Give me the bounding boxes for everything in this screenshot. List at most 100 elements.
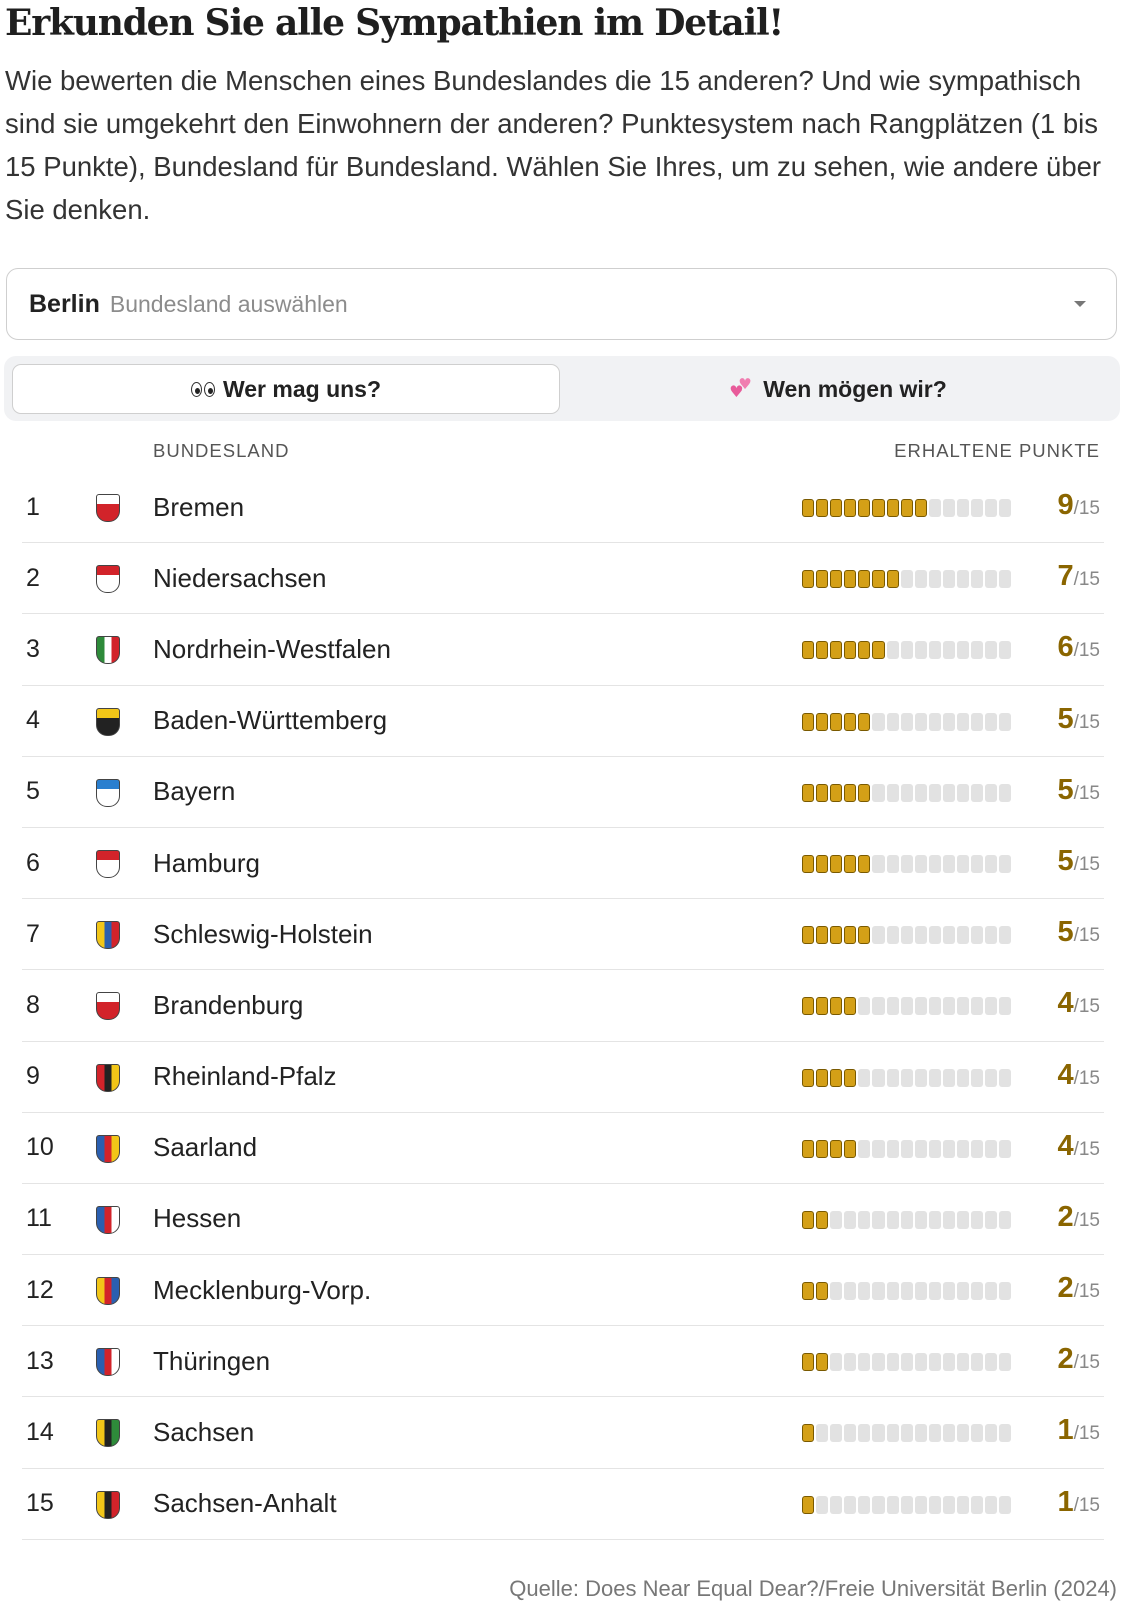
point-empty: [971, 1424, 984, 1443]
point-empty: [957, 997, 970, 1016]
points-value: 7: [1057, 560, 1074, 593]
point-empty: [914, 1495, 927, 1514]
point-empty: [844, 1282, 857, 1301]
intro-text: Wie bewerten die Menschen eines Bundesla…: [5, 65, 1102, 225]
points-value: 5: [1057, 773, 1074, 806]
point-filled: [872, 641, 885, 660]
point-empty: [816, 1424, 829, 1443]
point-empty: [872, 1210, 885, 1229]
table-row: 2 Niedersachsen 7/15: [22, 543, 1104, 615]
point-empty: [900, 1353, 913, 1372]
points-denominator: /15: [1073, 498, 1100, 519]
point-empty: [886, 1424, 899, 1443]
tab-wen-moegen-wir[interactable]: ♥ ♥ Wen mögen wir?: [564, 364, 1112, 414]
points-bar: [802, 1424, 1012, 1443]
points-denominator: /15: [1073, 853, 1100, 875]
point-empty: [900, 712, 913, 731]
point-filled: [816, 783, 829, 802]
row-rank: 14: [26, 1418, 54, 1447]
point-empty: [872, 997, 885, 1016]
point-filled: [858, 570, 871, 589]
state-name: Hessen: [153, 1203, 242, 1234]
select-placeholder: Bundesland auswählen: [109, 290, 348, 317]
point-empty: [928, 1353, 941, 1372]
point-filled: [802, 854, 815, 873]
point-filled: [844, 926, 857, 945]
point-empty: [942, 926, 956, 945]
bayern-crest-icon: [96, 778, 120, 807]
points-denominator: /15: [1073, 1494, 1100, 1516]
point-empty: [928, 1424, 941, 1443]
row-rank: 1: [26, 492, 40, 521]
state-name: Brandenburg: [153, 989, 304, 1020]
point-empty: [957, 712, 970, 731]
tab-label: Wer mag uns?: [222, 375, 382, 402]
points-score: 2/15: [1057, 1343, 1100, 1376]
point-empty: [985, 926, 998, 945]
point-empty: [858, 1495, 871, 1514]
point-empty: [985, 641, 998, 660]
row-rank: 8: [26, 990, 40, 1019]
point-filled: [816, 926, 829, 945]
row-rank: 9: [26, 1062, 40, 1091]
point-empty: [900, 1424, 913, 1443]
table-row: 9 Rheinland-Pfalz 4/15: [22, 1042, 1104, 1113]
points-value: 6: [1057, 631, 1074, 664]
state-name: Mecklenburg-Vorp.: [153, 1274, 372, 1305]
point-empty: [985, 1210, 998, 1229]
points-value: 1: [1057, 1485, 1074, 1518]
point-empty: [957, 926, 970, 945]
points-denominator: /15: [1073, 996, 1100, 1018]
point-filled: [844, 997, 857, 1016]
point-filled: [830, 997, 843, 1016]
state-name: Schleswig-Holstein: [153, 918, 373, 949]
point-filled: [844, 854, 857, 873]
point-empty: [858, 1424, 871, 1443]
point-filled: [830, 499, 843, 517]
point-filled: [816, 1282, 829, 1301]
point-empty: [942, 499, 956, 517]
point-filled: [844, 641, 857, 660]
point-empty: [971, 1282, 984, 1301]
points-score: 9/15: [1057, 489, 1100, 522]
point-empty: [985, 1068, 998, 1087]
points-value: 2: [1057, 1343, 1074, 1376]
point-empty: [914, 712, 927, 731]
point-filled: [816, 499, 829, 517]
point-filled: [844, 1139, 857, 1158]
chevron-down-icon[interactable]: [1074, 301, 1086, 307]
point-empty: [844, 1210, 857, 1229]
point-empty: [900, 1282, 913, 1301]
tab-wer-mag-uns[interactable]: Wer mag uns?: [12, 364, 560, 414]
point-empty: [985, 783, 998, 802]
point-empty: [971, 712, 984, 731]
point-empty: [957, 1353, 970, 1372]
state-name: Niedersachsen: [153, 562, 327, 593]
point-empty: [957, 1139, 970, 1158]
point-filled: [816, 1068, 829, 1087]
point-filled: [802, 1210, 815, 1229]
point-filled: [802, 783, 815, 802]
point-filled: [844, 499, 857, 517]
state-select[interactable]: Berlin Bundesland auswählen: [6, 268, 1117, 340]
table-row: 7 Schleswig-Holstein 5/15: [22, 899, 1104, 971]
point-filled: [816, 997, 829, 1016]
rheinland-pfalz-crest-icon: [96, 1063, 120, 1092]
point-empty: [928, 926, 941, 945]
point-empty: [942, 1139, 956, 1158]
table-row: 6 Hamburg 5/15: [22, 828, 1104, 900]
point-empty: [914, 1424, 927, 1443]
row-rank: 3: [26, 634, 40, 663]
point-filled: [858, 926, 871, 945]
point-empty: [886, 712, 899, 731]
state-name: Bremen: [153, 491, 245, 522]
point-filled: [844, 570, 857, 589]
hessen-crest-icon: [96, 1205, 120, 1234]
point-empty: [999, 1353, 1012, 1372]
point-filled: [802, 499, 815, 517]
point-empty: [999, 926, 1012, 945]
table-row: 5 Bayern 5/15: [22, 757, 1104, 828]
point-filled: [830, 641, 843, 660]
point-filled: [858, 712, 871, 731]
point-empty: [999, 712, 1012, 731]
